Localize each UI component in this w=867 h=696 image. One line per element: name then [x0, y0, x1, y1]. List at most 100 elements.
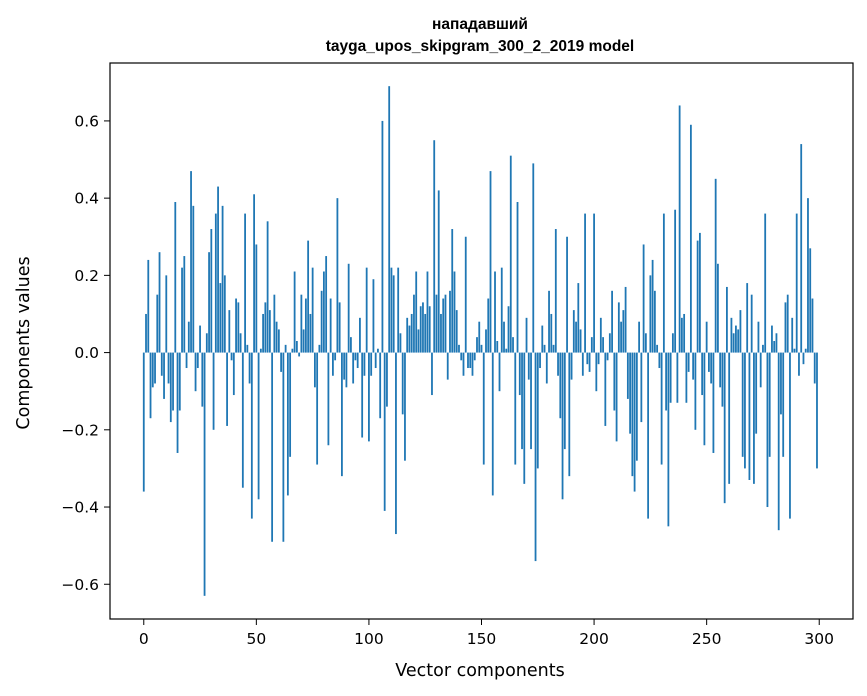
bar: [350, 337, 352, 353]
bar: [264, 302, 267, 353]
bar: [485, 329, 487, 353]
bar: [726, 286, 728, 353]
bar: [282, 352, 285, 542]
bar: [295, 341, 298, 353]
bar: [665, 352, 668, 411]
bar: [255, 244, 258, 353]
bar: [413, 294, 415, 353]
bar: [361, 352, 364, 438]
bar: [419, 306, 422, 353]
bar: [476, 337, 478, 353]
bar: [696, 240, 699, 353]
bar: [816, 352, 818, 469]
bar: [804, 348, 807, 353]
bar: [741, 352, 744, 457]
bar: [181, 267, 183, 353]
bar: [480, 344, 483, 353]
bar: [374, 352, 377, 369]
bar: [687, 352, 690, 372]
bar: [575, 321, 577, 353]
bar: [753, 352, 755, 484]
bar: [467, 352, 469, 369]
bar: [302, 329, 305, 353]
bar: [683, 313, 686, 353]
bar: [406, 317, 409, 353]
bar: [322, 271, 325, 353]
bar: [304, 298, 307, 353]
plot-frame: [109, 62, 854, 620]
bar: [746, 283, 749, 353]
bar: [789, 352, 791, 519]
bar: [275, 321, 278, 353]
bar: [395, 352, 397, 535]
bar: [482, 352, 485, 465]
bar: [717, 263, 719, 353]
bar: [689, 124, 692, 353]
bar: [169, 352, 172, 423]
bar: [584, 213, 586, 353]
y-axis-ticks: −0.6 −0.4 −0.2 0.0 0.2 0.4 0.6: [61, 112, 110, 594]
bar: [142, 352, 145, 492]
bar: [280, 352, 283, 372]
bar: [163, 352, 165, 399]
bar: [471, 352, 474, 376]
bar: [381, 120, 384, 353]
bar: [534, 352, 537, 562]
bar: [773, 341, 776, 353]
bar: [735, 325, 737, 353]
bar: [291, 348, 294, 353]
bar: [329, 298, 332, 353]
bar: [581, 352, 584, 376]
bar: [298, 352, 301, 357]
bar: [588, 352, 591, 372]
bar: [372, 279, 375, 353]
bar: [678, 105, 681, 353]
bar: [286, 352, 289, 496]
bar: [577, 283, 580, 353]
bar: [548, 290, 550, 353]
bar: [160, 352, 163, 376]
bar: [694, 352, 697, 430]
bar: [383, 352, 386, 511]
bar: [462, 352, 465, 376]
bar: [311, 267, 314, 353]
bar: [469, 352, 472, 369]
bar: [221, 205, 224, 353]
bar: [599, 317, 602, 353]
bar: [604, 352, 607, 426]
bar: [208, 252, 210, 353]
bar: [277, 329, 280, 353]
bar: [334, 352, 337, 361]
chart-subtitle: tayga_upos_skipgram_300_2_2019 model: [326, 38, 634, 55]
bar: [313, 352, 316, 388]
bar: [237, 302, 240, 353]
bar: [259, 348, 262, 353]
bar: [550, 313, 553, 353]
bar: [404, 352, 406, 461]
bar: [660, 352, 663, 465]
bar: [325, 256, 328, 353]
bar: [172, 352, 174, 411]
bar: [757, 321, 760, 353]
bar: [300, 294, 303, 353]
bar: [440, 313, 442, 353]
bar: [615, 352, 618, 442]
bar: [332, 352, 334, 376]
bar: [386, 352, 388, 407]
bar: [433, 140, 436, 353]
bar: [205, 333, 208, 353]
bar: [570, 352, 573, 380]
bar: [658, 352, 661, 369]
bar: [401, 352, 404, 415]
bar: [633, 352, 636, 492]
bar: [368, 352, 370, 442]
bar: [719, 352, 722, 388]
bar: [437, 190, 440, 353]
bar: [503, 321, 505, 353]
bar: [199, 325, 201, 353]
bar: [793, 348, 796, 353]
bar: [356, 352, 359, 369]
bar: [489, 171, 492, 353]
bar: [795, 213, 798, 353]
bar: [539, 352, 541, 369]
